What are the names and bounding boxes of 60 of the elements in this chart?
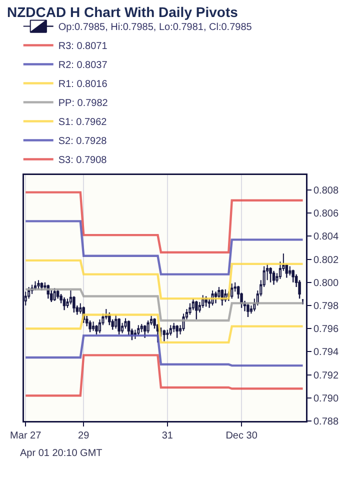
y-tick-label: 0.804 [314, 232, 339, 243]
legend-label: S1: 0.7962 [58, 117, 108, 128]
y-tick-label: 0.794 [314, 347, 339, 358]
legend-label: R3: 0.8071 [58, 41, 108, 52]
y-tick-label: 0.788 [314, 416, 339, 428]
candlestick [162, 329, 166, 342]
line-series [24, 288, 304, 322]
legend-label: PP: 0.7982 [58, 98, 108, 110]
text: Apr 01 20:10 GMT [20, 448, 102, 459]
candlestick [230, 283, 234, 300]
legend-label: R2: 0.8037 [58, 60, 108, 72]
y-tick-label: 0.806 [314, 208, 339, 220]
legend-label: S2: 0.7928 [58, 136, 108, 148]
y-tick-label: 0.790 [314, 393, 339, 404]
candlestick [195, 300, 198, 320]
y-tick-label: 0.798 [314, 301, 339, 312]
line-series [24, 314, 304, 344]
candlestick [272, 270, 276, 286]
chart-title: NZDCAD H Chart With Daily Pivots [7, 4, 238, 20]
candlestick [292, 269, 294, 284]
x-tick-label: Dec 30 [226, 430, 258, 442]
y-tick-label: 0.802 [314, 254, 339, 266]
candlestick [166, 329, 169, 340]
candlestick [269, 266, 272, 284]
line-series [24, 259, 304, 300]
candlestick [134, 329, 136, 340]
legend-label: S3: 0.7908 [58, 155, 108, 166]
candlestick [118, 318, 120, 335]
y-tick-label: 0.808 [314, 186, 339, 197]
line-series [24, 334, 304, 367]
candlestick [160, 326, 162, 338]
candlestick [62, 296, 66, 311]
line-series [24, 220, 304, 276]
candlestick [137, 324, 140, 336]
x-tick-label: 29 [78, 430, 90, 442]
candlestick [143, 324, 146, 338]
candlestick [121, 322, 124, 334]
candlestick [301, 299, 304, 305]
line-series [24, 191, 304, 254]
candlestick [169, 324, 172, 336]
candlestick [37, 280, 40, 290]
candlestick [246, 302, 250, 318]
line-series [24, 354, 304, 397]
y-tick-label: 0.796 [314, 324, 339, 336]
x-tick-label: Mar 27 [10, 430, 42, 442]
candlestick [127, 320, 130, 336]
legend-label: R1: 0.8016 [58, 79, 108, 90]
candlestick [56, 288, 60, 300]
candlestick [176, 324, 178, 338]
candlestick [92, 321, 95, 332]
y-tick-label: 0.792 [314, 370, 339, 382]
candlestick [188, 302, 192, 316]
candlestick [98, 318, 102, 334]
candlestick [53, 288, 56, 302]
candlestick [146, 320, 150, 334]
candlestick [88, 320, 92, 333]
candlestick [214, 291, 218, 304]
y-tick-label: 0.800 [314, 278, 339, 289]
x-tick-label: 31 [162, 430, 174, 442]
legend-label: Op:0.7985, Hi:0.7985, Lo:0.7981, Cl:0.7985 [58, 22, 252, 34]
